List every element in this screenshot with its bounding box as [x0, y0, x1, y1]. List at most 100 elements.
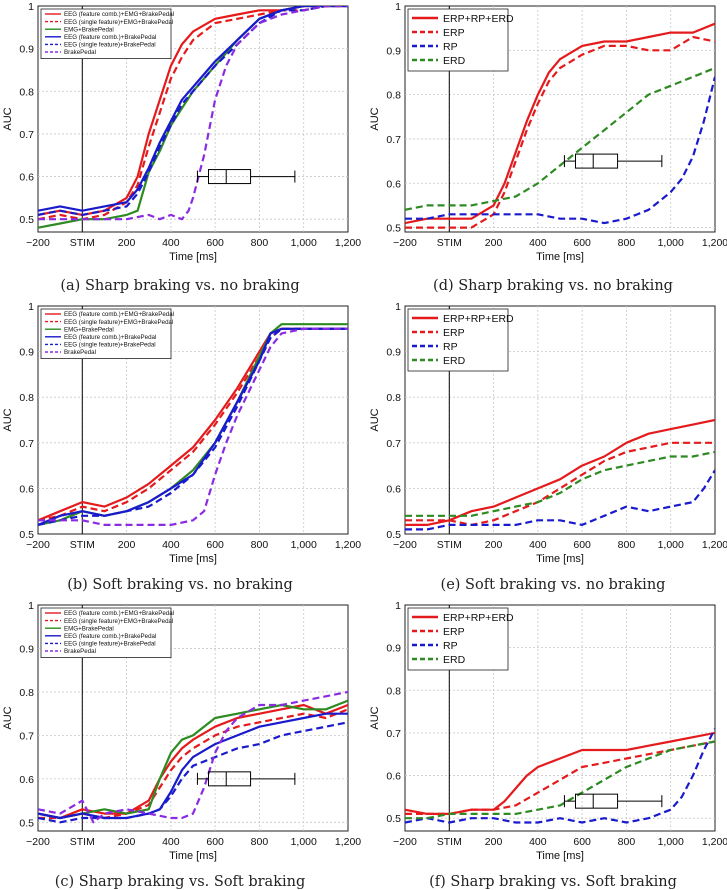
x-tick-label: STIM	[437, 237, 462, 249]
legend-label: EEG (feature comb.)+EMG+BrakePedal	[64, 311, 174, 318]
boxplot-box	[208, 771, 252, 787]
legend-label: EMG+BrakePedal	[64, 326, 114, 333]
y-tick-label: 0.5	[19, 529, 34, 541]
series-line-1	[405, 418, 715, 527]
legend-label: EEG (single feature)+BrakePedal	[64, 342, 156, 349]
x-tick-label: 1,200	[702, 539, 727, 551]
series-line-3	[405, 469, 715, 531]
series-line-5	[38, 721, 348, 824]
x-tick-label: 1,000	[658, 237, 684, 249]
x-tick-label: 1,000	[291, 237, 317, 249]
legend-label: EEG (feature comb.)+EMG+BrakePedal	[64, 11, 174, 18]
y-tick-label: 0.5	[386, 223, 401, 235]
x-tick-label: −200	[26, 836, 50, 848]
series-line-3	[405, 728, 715, 824]
legend-label: ERP+RP+ERD	[443, 313, 514, 325]
chart-e: −200 STIM 200 400 600 800 1,000 1,200 0.5 0.6 0.7 0…	[369, 301, 727, 565]
x-tick-label: 400	[162, 237, 180, 249]
y-axis-label: AUC	[2, 107, 14, 130]
y-tick-label: 0.7	[386, 134, 401, 146]
x-tick-label: 800	[618, 237, 636, 249]
x-tick-label: 400	[529, 836, 547, 848]
y-tick-label: 0.8	[386, 392, 401, 404]
x-tick-label: 600	[206, 539, 224, 551]
series-line-2	[405, 441, 715, 527]
legend-label: EEG (single feature)+EMG+BrakePedal	[64, 618, 173, 625]
y-tick-label: 0.8	[386, 90, 401, 102]
y-tick-label: 1	[28, 1, 34, 13]
legend-label: BrakePedal	[64, 349, 96, 356]
x-axis-label: Time [ms]	[169, 850, 217, 862]
legend-label: BrakePedal	[64, 49, 96, 56]
series-line-2	[38, 327, 348, 522]
y-tick-label: 0.8	[19, 86, 34, 98]
series-line-6	[38, 327, 348, 527]
legend-label: EEG (feature comb.)+BrakePedal	[64, 633, 156, 640]
x-tick-label: 600	[206, 836, 224, 848]
y-tick-label: 1	[395, 1, 401, 13]
legend-label: EEG (single feature)+BrakePedal	[64, 42, 156, 49]
y-tick-label: 0.9	[19, 347, 34, 359]
y-tick-label: 0.5	[19, 214, 34, 226]
x-tick-label: STIM	[437, 539, 462, 551]
caption-c: (c) Sharp braking vs. Soft braking	[55, 874, 306, 890]
series-line-4	[405, 450, 715, 517]
x-tick-label: −200	[393, 237, 417, 249]
boxplot-box	[208, 169, 252, 185]
legend-label: EEG (single feature)+EMG+BrakePedal	[64, 319, 173, 326]
x-tick-label: STIM	[70, 237, 95, 249]
x-tick-label: 600	[573, 539, 591, 551]
y-tick-label: 0.6	[19, 172, 34, 184]
legend-label: ERP+RP+ERD	[443, 612, 514, 624]
series-line-1	[38, 703, 348, 820]
y-tick-label: 1	[395, 600, 401, 612]
series-line-4	[38, 327, 348, 526]
x-axis-label: Time [ms]	[536, 553, 584, 565]
x-axis-label: Time [ms]	[169, 553, 217, 565]
y-tick-label: 0.7	[19, 438, 34, 450]
x-tick-label: 600	[573, 836, 591, 848]
legend-label: ERP	[443, 327, 465, 339]
legend-label: ERD	[443, 654, 466, 666]
series-line-5	[38, 327, 348, 526]
legend-label: ERP+RP+ERD	[443, 13, 514, 25]
legend-box	[40, 8, 172, 59]
x-tick-label: 400	[529, 539, 547, 551]
legend-label: EEG (single feature)+BrakePedal	[64, 641, 156, 648]
x-tick-label: 800	[618, 836, 636, 848]
series-line-6	[38, 690, 348, 824]
legend-label: EEG (feature comb.)+EMG+BrakePedal	[64, 610, 174, 617]
series-line-4	[38, 6, 348, 212]
x-tick-label: 1,200	[335, 237, 361, 249]
legend-label: EMG+BrakePedal	[64, 26, 114, 33]
boxplot-box	[575, 793, 619, 809]
x-tick-label: −200	[26, 237, 50, 249]
series-line-4	[405, 740, 715, 820]
legend-label: ERD	[443, 355, 466, 367]
chart-b: −200 STIM 200 400 600 800 1,000 1,200 0.5 0.6 0.7 0…	[2, 301, 361, 565]
x-tick-label: 800	[251, 836, 269, 848]
y-axis-label: AUC	[369, 107, 381, 130]
legend-label: EEG (feature comb.)+BrakePedal	[64, 34, 156, 41]
y-tick-label: 0.5	[386, 529, 401, 541]
x-tick-label: 1,200	[702, 237, 727, 249]
legend-label: EEG (feature comb.)+BrakePedal	[64, 334, 156, 341]
x-tick-label: 200	[485, 539, 503, 551]
x-tick-label: 1,200	[335, 539, 361, 551]
legend-label: EMG+BrakePedal	[64, 625, 114, 632]
caption-d: (d) Sharp braking vs. no braking	[433, 278, 673, 294]
x-tick-label: 400	[162, 836, 180, 848]
y-tick-label: 0.8	[19, 687, 34, 699]
series-line-4	[405, 66, 715, 211]
legend-label: ERD	[443, 55, 466, 67]
y-tick-label: 0.5	[19, 817, 34, 829]
y-tick-label: 1	[395, 301, 401, 313]
x-tick-label: −200	[393, 836, 417, 848]
series-line-3	[405, 76, 715, 225]
x-tick-label: STIM	[70, 539, 95, 551]
x-tick-label: 600	[573, 237, 591, 249]
y-tick-label: 0.8	[19, 392, 34, 404]
x-tick-label: 200	[118, 539, 136, 551]
y-tick-label: 0.9	[386, 45, 401, 57]
y-tick-label: 0.6	[19, 483, 34, 495]
